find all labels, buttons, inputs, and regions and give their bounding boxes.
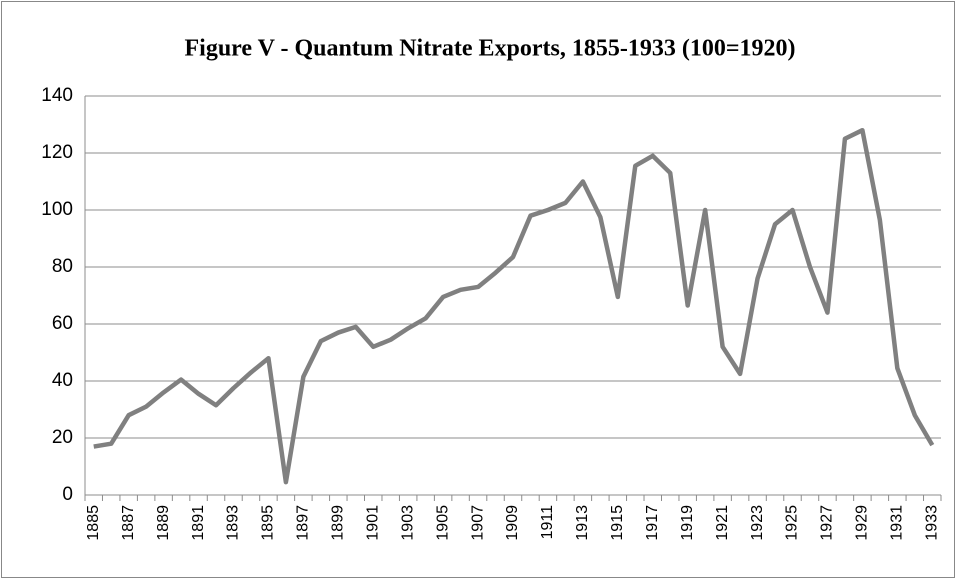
x-tick-label: 1923 [749, 505, 766, 541]
chart-title: Figure V - Quantum Nitrate Exports, 1855… [185, 36, 796, 62]
x-tick-label: 1933 [923, 505, 940, 541]
x-tick-label: 1889 [155, 505, 172, 541]
y-tick-label: 80 [52, 256, 73, 277]
y-tick-label: 100 [41, 199, 73, 220]
x-tick-label: 1895 [260, 505, 277, 541]
x-tick-label: 1903 [399, 505, 416, 541]
y-tick-label: 140 [41, 85, 73, 106]
x-tick-label: 1913 [574, 505, 591, 541]
x-tick-label: 1905 [434, 505, 451, 541]
y-tick-label: 0 [62, 484, 73, 505]
y-tick-label: 20 [52, 427, 73, 448]
x-tick-label: 1893 [225, 505, 242, 541]
x-tick-label: 1909 [504, 505, 521, 541]
x-tick-label: 1925 [784, 505, 801, 541]
x-tick-label: 1927 [819, 505, 836, 541]
y-tick-label: 60 [52, 313, 73, 334]
y-tick-label: 40 [52, 370, 73, 391]
x-tick-label: 1897 [295, 505, 312, 541]
x-tick-label: 1929 [854, 505, 871, 541]
x-tick-label: 1917 [644, 505, 661, 541]
x-tick-label: 1901 [364, 505, 381, 541]
x-tick-label: 1899 [330, 505, 347, 541]
x-tick-label: 1915 [609, 505, 626, 541]
x-tick-label: 1911 [539, 505, 556, 540]
x-tick-label: 1885 [85, 505, 102, 541]
x-tick-label: 1919 [679, 505, 696, 541]
data-line [93, 127, 935, 485]
x-tick-label: 1907 [469, 505, 486, 541]
x-tick-label: 1887 [120, 505, 137, 541]
x-tick-label: 1921 [714, 505, 731, 541]
y-tick-label: 120 [41, 142, 73, 163]
x-tick-label: 1931 [889, 505, 906, 541]
x-tick-label: 1891 [190, 505, 207, 541]
